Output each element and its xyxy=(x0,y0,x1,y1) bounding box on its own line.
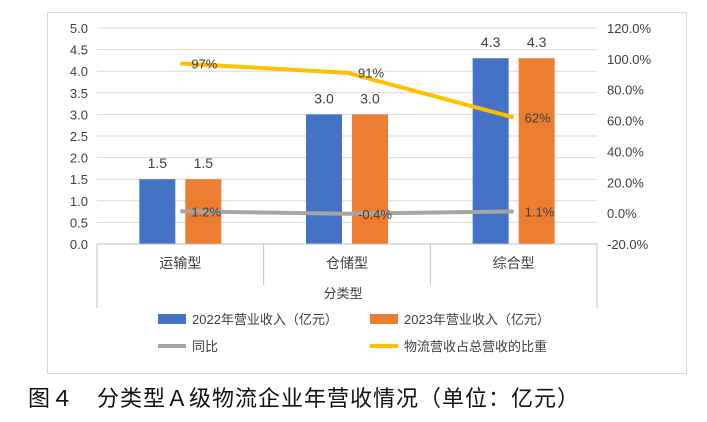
right-axis-tick-label: 60.0% xyxy=(607,114,644,129)
left-axis-tick-label: 0.0 xyxy=(70,237,88,252)
legend-label: 2023年营业收入（亿元） xyxy=(404,312,550,327)
left-axis-tick-label: 4.0 xyxy=(70,64,88,79)
x-axis-category-label: 综合型 xyxy=(493,255,535,271)
x-axis: 运输型 仓储型 综合型 xyxy=(96,243,598,308)
bar-value-label: 1.5 xyxy=(194,155,214,171)
left-axis-tick-label: 1.5 xyxy=(70,172,88,187)
left-axis-tick-label: 2.5 xyxy=(70,129,88,144)
bar xyxy=(472,58,509,244)
x-axis-category-label: 运输型 xyxy=(159,255,201,271)
left-axis-tick-label: 2.0 xyxy=(70,151,88,166)
lines xyxy=(180,61,515,216)
line-series xyxy=(180,209,514,216)
legend-swatch xyxy=(370,314,398,324)
line-value-label: 91% xyxy=(358,66,384,81)
right-axis-tick-label: -20.0% xyxy=(607,237,649,252)
chart-canvas: 0.0 0.5 1.0 1.5 2.0 2.5 3.0 3.5 4.0 4.5 5.0 -20.0%… xyxy=(70,21,652,354)
legend-label: 同比 xyxy=(192,339,218,354)
left-axis-tick-label: 1.0 xyxy=(70,194,88,209)
right-axis-tick-label: 0.0% xyxy=(607,206,637,221)
right-axis-tick-label: 100.0% xyxy=(607,52,652,67)
figure-caption: 图４ 分类型Ａ级物流企业年营收情况（单位：亿元） xyxy=(28,387,581,412)
line-series xyxy=(180,61,515,120)
bar xyxy=(518,58,555,244)
legend-swatch xyxy=(158,314,186,324)
left-axis-tick-label: 0.5 xyxy=(70,215,88,230)
right-axis-tick-label: 40.0% xyxy=(607,144,644,159)
x-axis-category-label: 仓储型 xyxy=(326,255,368,271)
line-value-label: 1.2% xyxy=(191,204,221,219)
line-value-label: -0.4% xyxy=(358,207,392,222)
bar-value-label: 1.5 xyxy=(148,155,168,171)
left-axis-tick-label: 4.5 xyxy=(70,43,88,58)
bar xyxy=(352,114,388,245)
bar-value-label: 4.3 xyxy=(527,34,547,50)
line-value-label: 97% xyxy=(191,56,217,71)
right-axis-tick-label: 80.0% xyxy=(607,83,644,98)
right-axis-tick-label: 120.0% xyxy=(607,21,652,36)
left-axis-tick-label: 5.0 xyxy=(70,21,88,36)
bar-value-label: 4.3 xyxy=(481,34,501,50)
legend-label: 物流营收占总营收的比重 xyxy=(404,339,547,354)
legend-label: 2022年营业收入（亿元） xyxy=(192,312,338,327)
bar-value-label: 3.0 xyxy=(314,90,334,106)
bar xyxy=(139,179,176,244)
left-axis-tick-label: 3.0 xyxy=(70,107,88,122)
x-axis-title: 分类型 xyxy=(323,286,362,301)
data-labels: 1.5 3.0 4.3 1.5 3.0 4.3 1.2% -0.4% 1.1% 97% 91% 62% xyxy=(148,34,555,222)
bar-value-label: 3.0 xyxy=(360,90,380,106)
right-axis-ticks: -20.0% 0.0% 20.0% 40.0% 60.0% 80.0% 100.0% 120.… xyxy=(607,21,652,252)
right-axis-tick-label: 20.0% xyxy=(607,175,644,190)
line-value-label: 62% xyxy=(525,110,551,125)
line-value-label: 1.1% xyxy=(525,204,555,219)
left-axis-ticks: 0.0 0.5 1.0 1.5 2.0 2.5 3.0 3.5 4.0 4.5 5.0 xyxy=(70,21,88,252)
bar xyxy=(306,114,342,245)
left-axis-tick-label: 3.5 xyxy=(70,86,88,101)
legend: 2022年营业收入（亿元） 2023年营业收入（亿元） 同比 物流营收占总营收的比重 xyxy=(158,312,550,354)
